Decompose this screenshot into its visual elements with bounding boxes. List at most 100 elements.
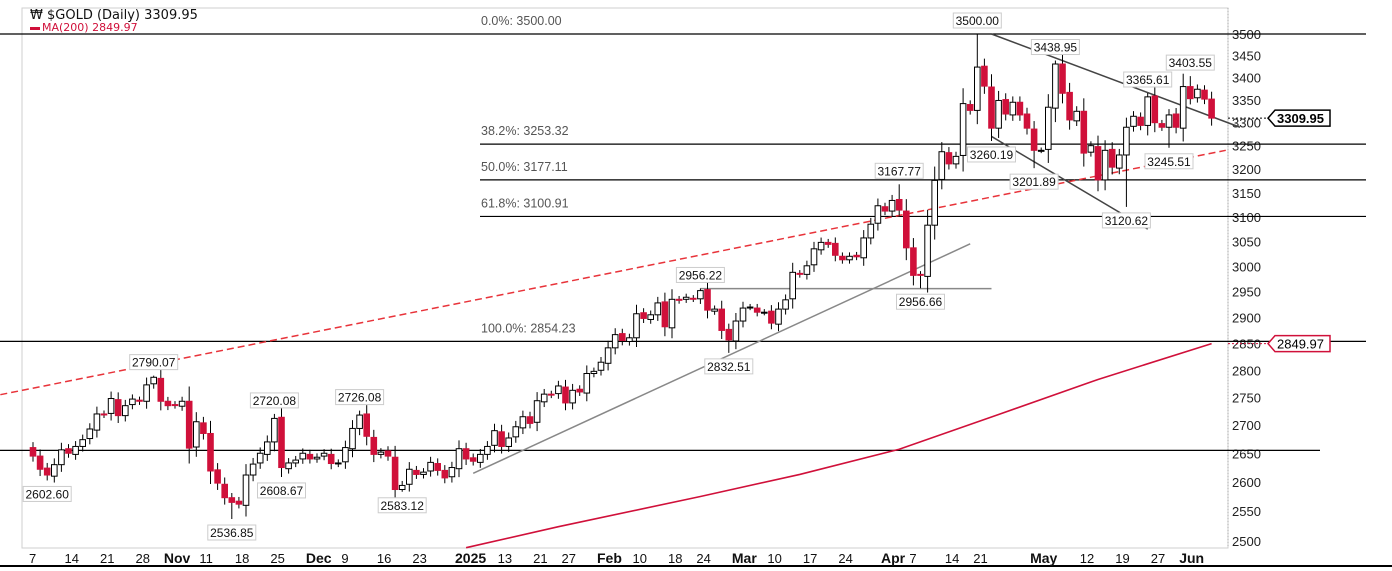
candle — [597, 357, 605, 376]
candle-body — [114, 399, 122, 417]
candle-body — [29, 447, 37, 457]
candle — [377, 448, 385, 459]
price-annotation: 3438.95 — [1030, 39, 1080, 56]
x-tick-label: 24 — [838, 551, 852, 566]
candle — [242, 464, 250, 517]
candle — [1037, 147, 1045, 154]
x-tick-label: 21 — [533, 551, 547, 566]
candle — [917, 271, 924, 289]
candle — [1052, 60, 1059, 123]
candle-body — [306, 453, 314, 460]
candle-body — [406, 468, 413, 485]
candle — [1108, 142, 1116, 175]
candle — [427, 456, 434, 477]
candle-body — [342, 447, 349, 463]
candle — [1137, 112, 1144, 131]
y-tick-label: 3450 — [1232, 49, 1261, 64]
x-tick-label: 24 — [696, 551, 710, 566]
candle-body — [384, 450, 392, 457]
candle-body — [43, 467, 51, 476]
y-tick-label: 3200 — [1232, 162, 1261, 177]
candle-body — [1016, 101, 1024, 116]
candle-body — [249, 463, 257, 476]
candle-body — [1194, 88, 1201, 99]
annotation-box — [967, 146, 1016, 163]
x-tick-label: 27 — [1151, 551, 1165, 566]
candle-body — [569, 389, 576, 404]
candle — [810, 241, 818, 272]
candle — [1165, 109, 1173, 148]
candle-body — [590, 370, 598, 375]
candle — [1116, 148, 1123, 175]
candle-body — [895, 198, 903, 211]
last-price-tag-box — [1267, 109, 1331, 127]
candle-body — [668, 298, 676, 329]
candle-body — [1137, 116, 1144, 126]
candle — [626, 333, 633, 346]
chart-title: ₩ $GOLD (Daily) 3309.95 — [30, 8, 198, 23]
annotation-label: 3403.55 — [1169, 56, 1213, 70]
candle — [569, 383, 576, 410]
candle — [732, 312, 740, 350]
x-tick-label: 16 — [377, 551, 391, 566]
candle-body — [278, 416, 285, 469]
candle — [697, 288, 704, 304]
candle-body — [682, 296, 690, 300]
candle-body — [604, 347, 612, 364]
candle — [185, 386, 193, 464]
price-annotation: 2602.60 — [22, 485, 72, 502]
candle-body — [981, 65, 988, 87]
candle-body — [540, 393, 548, 403]
candle — [107, 391, 115, 421]
candle-body — [633, 313, 640, 339]
candle-body — [548, 393, 555, 396]
candle — [682, 293, 690, 303]
candle — [157, 369, 165, 411]
candle-body — [711, 308, 718, 312]
candle-body — [1052, 63, 1059, 109]
candle-body — [271, 417, 278, 443]
ma-swatch — [30, 26, 40, 30]
candle-body — [512, 426, 520, 438]
fib-level-label: 38.2%: 3253.32 — [481, 124, 569, 138]
annotation-label: 3438.95 — [1034, 41, 1078, 55]
candle — [796, 270, 804, 278]
candle — [661, 292, 669, 337]
x-tick-label: 18 — [668, 551, 682, 566]
price-annotation: 2832.51 — [704, 358, 754, 375]
ma-value-tag-label: 2849.97 — [1277, 337, 1324, 352]
candle-body — [242, 474, 250, 506]
candle-body — [427, 461, 434, 472]
candle-body — [654, 302, 662, 316]
fib-level-label: 61.8%: 3100.91 — [481, 196, 569, 210]
candle — [391, 445, 399, 502]
candle-body — [86, 428, 94, 440]
candle — [704, 281, 711, 319]
candle — [72, 441, 79, 460]
candle — [533, 392, 541, 432]
y-tick-label: 2650 — [1232, 446, 1261, 461]
y-tick-label: 2500 — [1232, 534, 1261, 549]
candle-body — [903, 210, 910, 249]
candle-body — [966, 104, 974, 111]
candle-body — [100, 413, 108, 416]
candle-body — [768, 310, 775, 324]
candle — [370, 429, 378, 463]
candle — [441, 465, 449, 484]
x-tick-label: 18 — [235, 551, 249, 566]
annotation-box — [1144, 153, 1194, 170]
candle-body — [959, 103, 967, 156]
annotation-label: 3245.51 — [1147, 155, 1191, 169]
candle — [129, 394, 136, 410]
candle — [775, 302, 782, 332]
candle-body — [839, 255, 846, 261]
candle — [789, 262, 797, 309]
candle — [768, 305, 775, 330]
annotation-box — [896, 293, 945, 310]
y-tick-label: 3000 — [1232, 259, 1261, 274]
candle-body — [867, 223, 875, 239]
candle-body — [1073, 110, 1081, 122]
x-tick-label: 23 — [412, 551, 426, 566]
candle-body — [349, 427, 356, 450]
